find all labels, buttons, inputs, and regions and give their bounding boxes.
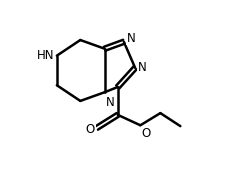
Text: O: O: [85, 123, 95, 136]
Text: N: N: [126, 32, 135, 45]
Text: N: N: [137, 61, 146, 74]
Text: HN: HN: [36, 49, 54, 62]
Text: O: O: [141, 127, 150, 140]
Text: N: N: [105, 96, 114, 109]
